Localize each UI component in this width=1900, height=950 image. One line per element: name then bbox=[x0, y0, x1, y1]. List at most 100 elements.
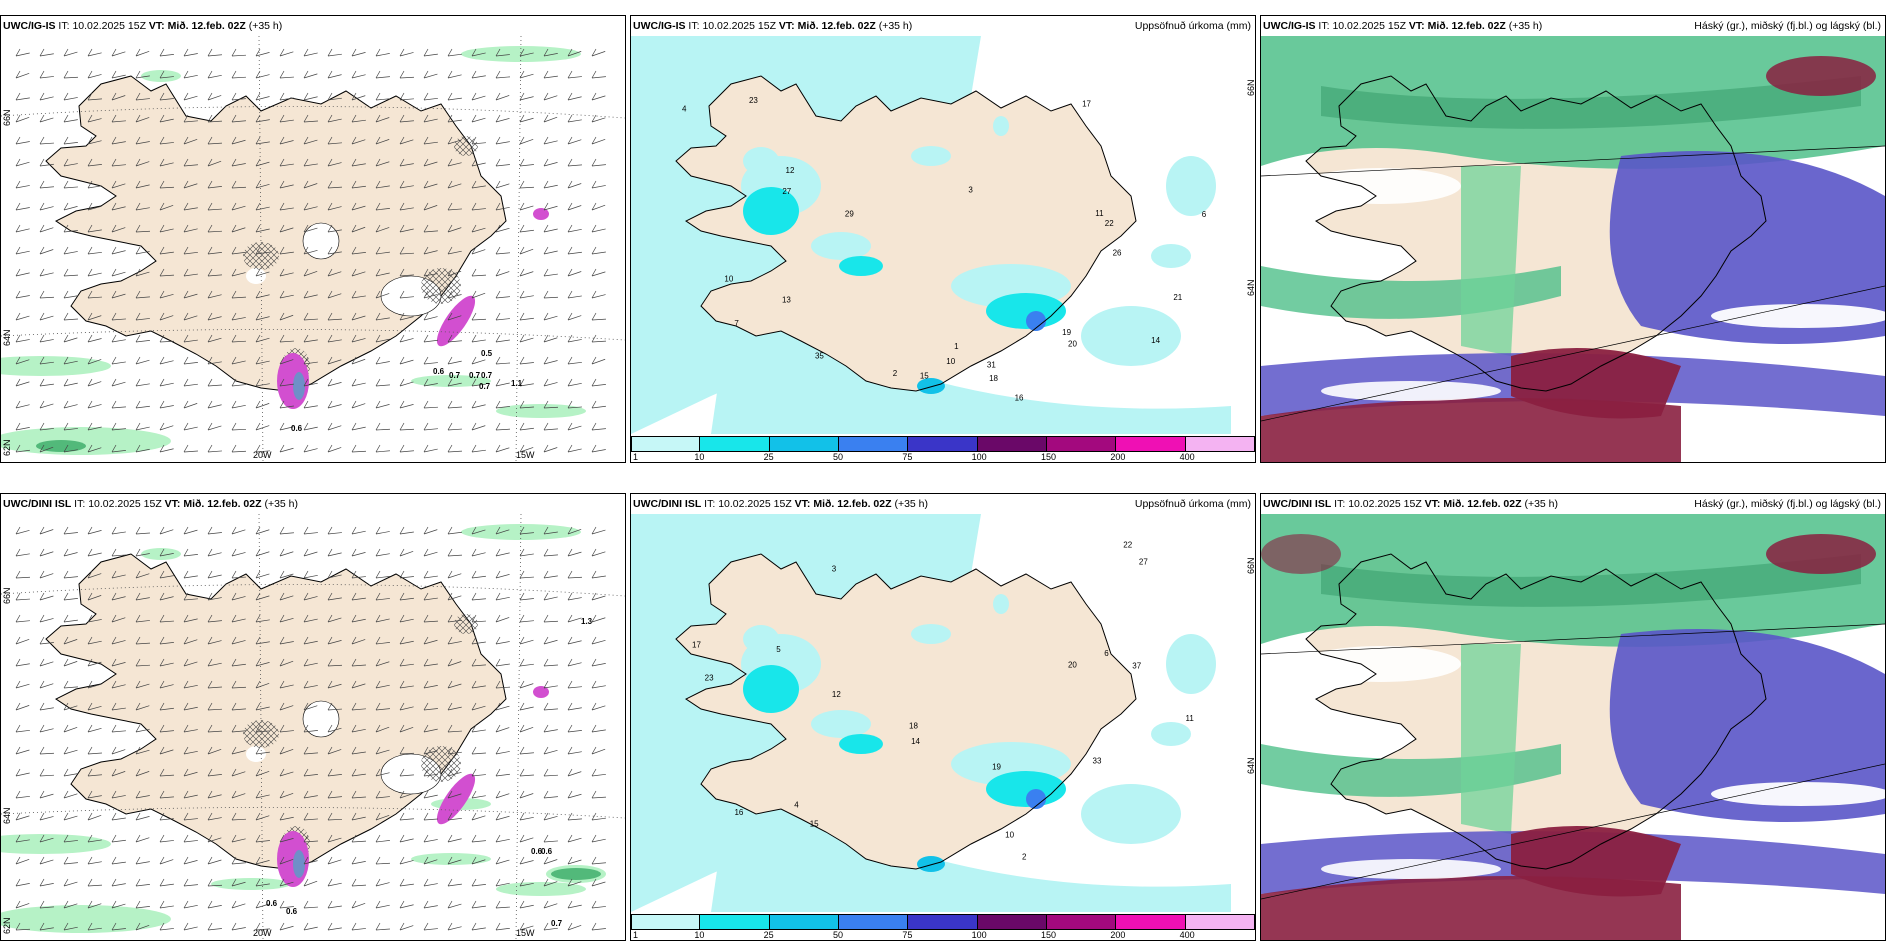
precip-map: 66N 64N 2 1 3 4 6 7 10 10 11 12 13 14 15 16 17 18 19 20 21 22… bbox=[631, 36, 1255, 434]
model-name: UWC/IG-IS bbox=[1263, 20, 1316, 32]
init-time: 10.02.2025 15Z bbox=[718, 498, 792, 510]
panel-header: UWC/IG-IS IT: 10.02.2025 15Z VT: Mið. 12… bbox=[1, 16, 625, 36]
lon-label-15w: 15W bbox=[516, 928, 535, 938]
precip-value-label: 4 bbox=[794, 800, 799, 809]
valid-time: Mið. 12.feb. 02Z bbox=[183, 498, 262, 510]
colorbar-label: 150 bbox=[1041, 930, 1057, 940]
wind-value-label: 1.1 bbox=[511, 379, 523, 388]
precip-value-label: 26 bbox=[1113, 248, 1122, 257]
colorbar-cell bbox=[631, 436, 701, 452]
precip-value-label: 6 bbox=[1202, 210, 1207, 219]
init-time: 10.02.2025 15Z bbox=[1332, 20, 1406, 32]
precip-value-label: 27 bbox=[1139, 557, 1148, 566]
precip-value-label: 2 bbox=[893, 369, 898, 378]
colorbar-cell bbox=[700, 914, 770, 930]
wind-value-label: 0.5 bbox=[481, 349, 493, 358]
precip-value-label: 29 bbox=[845, 210, 854, 219]
colorbar-label: 25 bbox=[763, 930, 774, 940]
lead-time: (+35 h) bbox=[1524, 498, 1559, 510]
precip-value-label: 15 bbox=[810, 819, 819, 828]
precip-value-label: 11 bbox=[1185, 714, 1194, 723]
wind-value-label: 0.6 bbox=[541, 847, 553, 856]
lat-label-62n: 62N bbox=[2, 917, 12, 934]
precip-value-label: 10 bbox=[1005, 830, 1014, 839]
init-time: 10.02.2025 15Z bbox=[1348, 498, 1422, 510]
precip-value-label: 27 bbox=[782, 187, 791, 196]
valid-time: Mið. 12.feb. 02Z bbox=[797, 20, 876, 32]
model-name: UWC/DINI ISL bbox=[633, 498, 702, 510]
precip-value-label: 17 bbox=[1082, 99, 1091, 108]
colorbar-frame bbox=[631, 436, 1255, 452]
colorbar-label: 100 bbox=[971, 452, 987, 462]
colorbar-label: 1 bbox=[633, 452, 639, 462]
lead-time: (+35 h) bbox=[264, 498, 299, 510]
panel-header: UWC/DINI ISL IT: 10.02.2025 15Z VT: Mið.… bbox=[631, 494, 1255, 514]
model-name: UWC/DINI ISL bbox=[1263, 498, 1332, 510]
colorbar-label: 400 bbox=[1179, 930, 1195, 940]
precip-value-label: 12 bbox=[786, 166, 795, 175]
colorbar-label: 50 bbox=[833, 452, 844, 462]
precip-value-label: 16 bbox=[1015, 393, 1024, 402]
colorbar-label: 75 bbox=[902, 930, 913, 940]
precip-value-label: 18 bbox=[989, 374, 998, 383]
precip-map: 66N 64N 2 3 4 5 6 10 11 12 14 15 16 17 18 19 20 22 23 27 33 3… bbox=[631, 514, 1255, 912]
precip-value-label: 10 bbox=[724, 274, 733, 283]
lat-label-66n: 66N bbox=[2, 109, 12, 126]
wind-value-label: 0.6 bbox=[286, 907, 298, 916]
init-time: 10.02.2025 15Z bbox=[88, 498, 162, 510]
lead-time: (+35 h) bbox=[894, 498, 929, 510]
colorbar-cell bbox=[977, 914, 1047, 930]
colorbar-label: 1 bbox=[633, 930, 639, 940]
colorbar-cell bbox=[769, 914, 839, 930]
cloud-map bbox=[1261, 514, 1885, 940]
precip-value-label: 35 bbox=[815, 351, 824, 360]
colorbar-cell bbox=[1116, 914, 1186, 930]
model-name: UWC/IG-IS bbox=[633, 20, 686, 32]
lat-label-64n: 64N bbox=[1246, 757, 1255, 774]
panel-header: UWC/DINI ISL IT: 10.02.2025 15Z VT: Mið.… bbox=[1, 494, 625, 514]
colorbar-cell bbox=[1116, 436, 1186, 452]
wind-value-label: 0.6 bbox=[291, 424, 303, 433]
cloud-map bbox=[1261, 36, 1885, 462]
precip-value-label: 37 bbox=[1132, 662, 1141, 671]
colorbar-label: 200 bbox=[1110, 452, 1126, 462]
precip-value-label: 20 bbox=[1068, 661, 1077, 670]
precip-value-label: 11 bbox=[1095, 209, 1104, 218]
colorbar-label: 10 bbox=[694, 452, 705, 462]
lon-label-20w: 20W bbox=[253, 450, 272, 460]
precip-value-label: 20 bbox=[1068, 339, 1077, 348]
panel-ig-wind: UWC/IG-IS IT: 10.02.2025 15Z VT: Mið. 12… bbox=[0, 15, 626, 463]
colorbar-label: 100 bbox=[971, 930, 987, 940]
precip-value-label: 3 bbox=[968, 186, 973, 195]
panel-title: Uppsöfnuð úrkoma (mm) bbox=[1134, 20, 1251, 32]
lat-label-66n: 66N bbox=[2, 587, 12, 604]
panel-title: Háský (gr.), miðský (fj.bl.) og lágský (… bbox=[1694, 498, 1881, 510]
wind-value-label: 0.7 bbox=[469, 371, 481, 380]
valid-time: Mið. 12.feb. 02Z bbox=[1443, 498, 1522, 510]
precip-value-label: 19 bbox=[992, 763, 1001, 772]
precip-value-label: 22 bbox=[1123, 541, 1132, 550]
precip-value-label: 13 bbox=[782, 296, 791, 305]
lat-label-64n: 64N bbox=[2, 329, 12, 346]
precip-value-label: 2 bbox=[1022, 853, 1027, 862]
precip-value-label: 21 bbox=[1173, 293, 1182, 302]
colorbar-cell bbox=[700, 436, 770, 452]
panel-header: UWC/IG-IS IT: 10.02.2025 15Z VT: Mið. 12… bbox=[1261, 16, 1885, 36]
wind-value-label: 0.6 bbox=[433, 367, 445, 376]
lat-label-64n: 64N bbox=[2, 807, 12, 824]
it-label: IT: bbox=[58, 20, 70, 32]
lon-label-20w: 20W bbox=[253, 928, 272, 938]
valid-time: Mið. 12.feb. 02Z bbox=[813, 498, 892, 510]
panel-title: Uppsöfnuð úrkoma (mm) bbox=[1134, 498, 1251, 510]
colorbar-label: 150 bbox=[1041, 452, 1057, 462]
precip-value-label: 17 bbox=[692, 641, 701, 650]
precip-value-label: 14 bbox=[911, 737, 920, 746]
panel-title: Háský (gr.), miðský (fj.bl.) og lágský (… bbox=[1694, 20, 1881, 32]
precip-value-label: 16 bbox=[734, 808, 743, 817]
colorbar-cell bbox=[977, 436, 1047, 452]
panel-header: UWC/IG-IS IT: 10.02.2025 15Z VT: Mið. 12… bbox=[631, 16, 1255, 36]
wind-map: 66N 64N 62N 20W 15W 1.3 0.6 0.6 0.6 0.6 0.7 bbox=[1, 514, 625, 940]
precip-value-label: 14 bbox=[1151, 336, 1160, 345]
precip-colorbar: 1 10 25 50 75 100 150 200 400 bbox=[631, 912, 1255, 940]
colorbar-cell bbox=[769, 436, 839, 452]
